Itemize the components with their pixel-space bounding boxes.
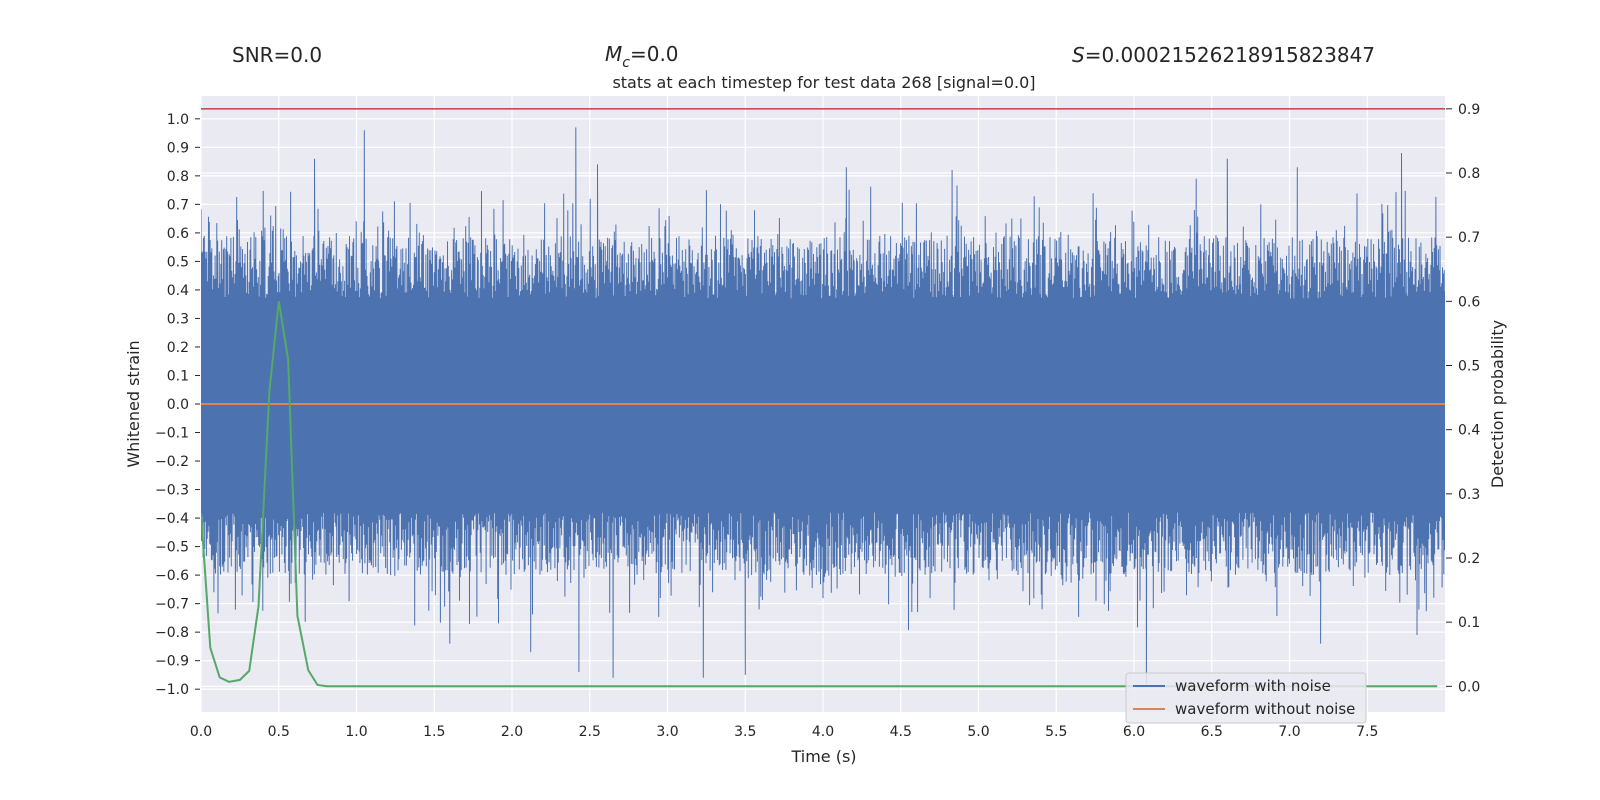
y-left-tick-label: −0.6 xyxy=(155,568,189,584)
y-right-tick-label: 0.2 xyxy=(1458,551,1480,567)
x-tick-label: 6.0 xyxy=(1123,724,1145,740)
x-axis-label: Time (s) xyxy=(790,747,856,766)
s-stat: S=0.00021526218915823847 xyxy=(1072,43,1375,67)
x-tick-label: 0.5 xyxy=(268,724,290,740)
y-axis-right-label: Detection probability xyxy=(1488,320,1507,488)
s-value: =0.00021526218915823847 xyxy=(1085,43,1375,67)
y-right-tick-label: 0.1 xyxy=(1458,615,1480,631)
y-axis-left-label: Whitened strain xyxy=(124,340,143,467)
y-right-tick-label: 0.9 xyxy=(1458,102,1480,118)
y-left-tick-label: −0.9 xyxy=(155,654,189,670)
x-tick-label: 1.5 xyxy=(423,724,445,740)
x-tick-label: 4.0 xyxy=(812,724,834,740)
x-tick-label: 7.0 xyxy=(1278,724,1300,740)
x-tick-label: 1.0 xyxy=(345,724,367,740)
legend-box xyxy=(1125,672,1367,724)
mc-subscript: c xyxy=(622,55,630,71)
y-left-tick-label: −0.3 xyxy=(155,483,189,499)
y-left-tick-label: −0.7 xyxy=(155,597,189,613)
y-left-tick-label: 0.1 xyxy=(167,368,189,384)
x-axis-ticks: 0.0 0.5 1.0 1.5 2.0 2.5 3.0 3.5 4.0 4.5 5.0 5.5 6.0 6… xyxy=(190,724,1379,740)
series-detection-probability xyxy=(201,301,1438,688)
legend-label-waveform-without-noise: waveform without noise xyxy=(1175,700,1355,718)
x-tick-label: 4.5 xyxy=(890,724,912,740)
x-tick-label: 6.5 xyxy=(1201,724,1223,740)
y-left-tick-label: 0.6 xyxy=(167,226,189,242)
mc-value: =0.0 xyxy=(630,42,679,66)
y-axis-left-ticks: 1.0 0.9 0.8 0.7 0.6 0.5 0.4 0.3 0.2 0.1 0.0 −0.1 −0.… xyxy=(155,112,200,698)
y-left-tick-label: −0.5 xyxy=(155,540,189,556)
y-right-tick-label: 0.5 xyxy=(1458,359,1480,375)
x-tick-label: 2.0 xyxy=(501,724,523,740)
y-right-tick-label: 0.3 xyxy=(1458,487,1480,503)
legend-label-waveform-with-noise: waveform with noise xyxy=(1175,677,1331,695)
y-right-tick-label: 0.8 xyxy=(1458,166,1480,182)
y-left-tick-label: 1.0 xyxy=(167,112,189,128)
x-tick-label: 2.5 xyxy=(579,724,601,740)
y-left-tick-label: 0.9 xyxy=(167,140,189,156)
y-right-tick-label: 0.6 xyxy=(1458,294,1480,310)
y-left-tick-label: −0.4 xyxy=(155,511,189,527)
y-left-tick-label: −1.0 xyxy=(155,682,189,698)
y-left-tick-label: −0.2 xyxy=(155,454,189,470)
series-waveform-with-noise xyxy=(201,127,1445,684)
y-left-tick-label: 0.5 xyxy=(167,254,189,270)
y-axis-right-ticks: 0.9 0.8 0.7 0.6 0.5 0.4 0.3 0.2 0.1 0.0 xyxy=(1446,102,1480,695)
x-tick-label: 3.0 xyxy=(656,724,678,740)
y-left-tick-label: −0.1 xyxy=(155,426,189,442)
chirp-mass-stat: Mc=0.0 xyxy=(605,42,679,71)
chart-title: stats at each timestep for test data 268… xyxy=(612,73,1035,92)
y-right-tick-label: 0.7 xyxy=(1458,230,1480,246)
snr-stat: SNR=0.0 xyxy=(232,43,322,67)
y-left-tick-label: 0.3 xyxy=(167,311,189,327)
x-tick-label: 5.0 xyxy=(967,724,989,740)
x-tick-label: 5.5 xyxy=(1045,724,1067,740)
y-right-tick-label: 0.4 xyxy=(1458,423,1480,439)
x-tick-label: 0.0 xyxy=(190,724,212,740)
x-tick-label: 7.5 xyxy=(1356,724,1378,740)
s-symbol: S xyxy=(1072,43,1085,67)
y-left-tick-label: 0.2 xyxy=(167,340,189,356)
y-right-tick-label: 0.0 xyxy=(1458,679,1480,695)
plot-content xyxy=(201,108,1445,688)
y-left-tick-label: 0.8 xyxy=(167,169,189,185)
legend: waveform with noise waveform without noi… xyxy=(1125,672,1367,724)
y-left-tick-label: 0.0 xyxy=(167,397,189,413)
mc-symbol: M xyxy=(605,42,622,66)
x-tick-label: 3.5 xyxy=(734,724,756,740)
y-left-tick-label: −0.8 xyxy=(155,625,189,641)
y-left-tick-label: 0.4 xyxy=(167,283,189,299)
y-left-tick-label: 0.7 xyxy=(167,197,189,213)
